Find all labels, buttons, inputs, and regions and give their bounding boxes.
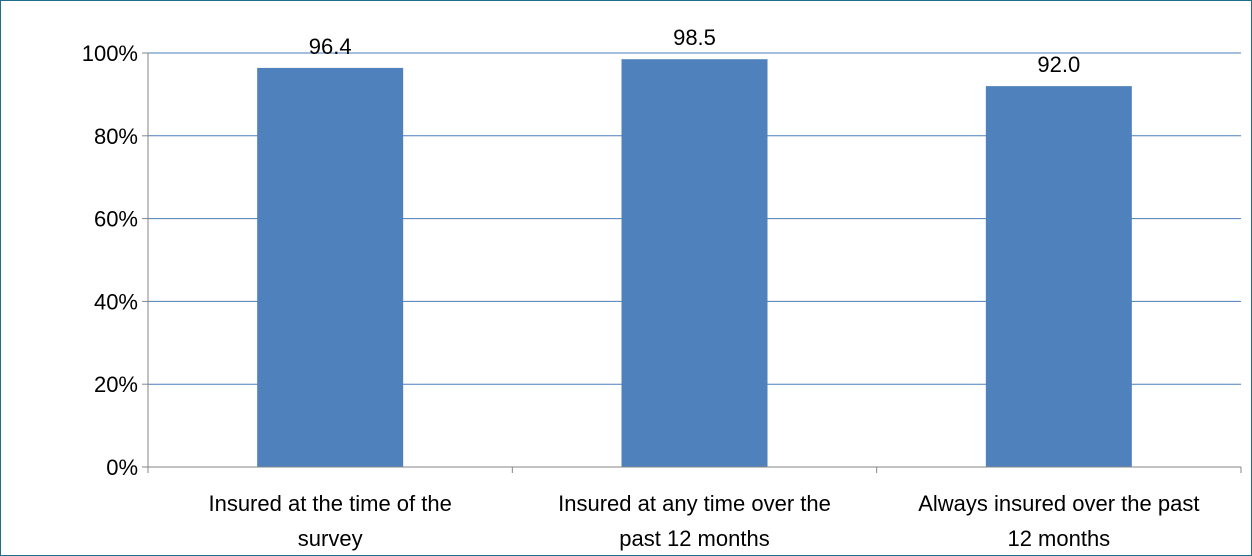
x-category-label: 12 months	[1007, 526, 1110, 551]
x-category-label: survey	[298, 526, 363, 551]
y-tick-label: 20%	[94, 372, 138, 397]
y-tick-label: 0%	[106, 455, 138, 480]
bar	[257, 67, 404, 468]
y-tick-label: 40%	[94, 289, 138, 314]
data-label: 98.5	[673, 25, 716, 50]
labels: 0% 20% 40% 60% 80% 100% 96.4 Insured at the tim…	[82, 25, 1200, 551]
y-tick-label: 100%	[82, 41, 138, 66]
x-category-label: past 12 months	[619, 526, 769, 551]
bars	[257, 59, 1132, 468]
x-category-label: Always insured over the past	[918, 491, 1199, 516]
x-category-label: Insured at any time over the	[558, 491, 831, 516]
bar	[621, 59, 768, 468]
bar	[985, 86, 1132, 468]
data-label: 96.4	[309, 34, 352, 59]
x-category-label: Insured at the time of the	[208, 491, 451, 516]
data-label: 92.0	[1037, 52, 1080, 77]
y-tick-label: 60%	[94, 207, 138, 232]
axes	[142, 52, 1242, 473]
y-tick-label: 80%	[94, 124, 138, 149]
